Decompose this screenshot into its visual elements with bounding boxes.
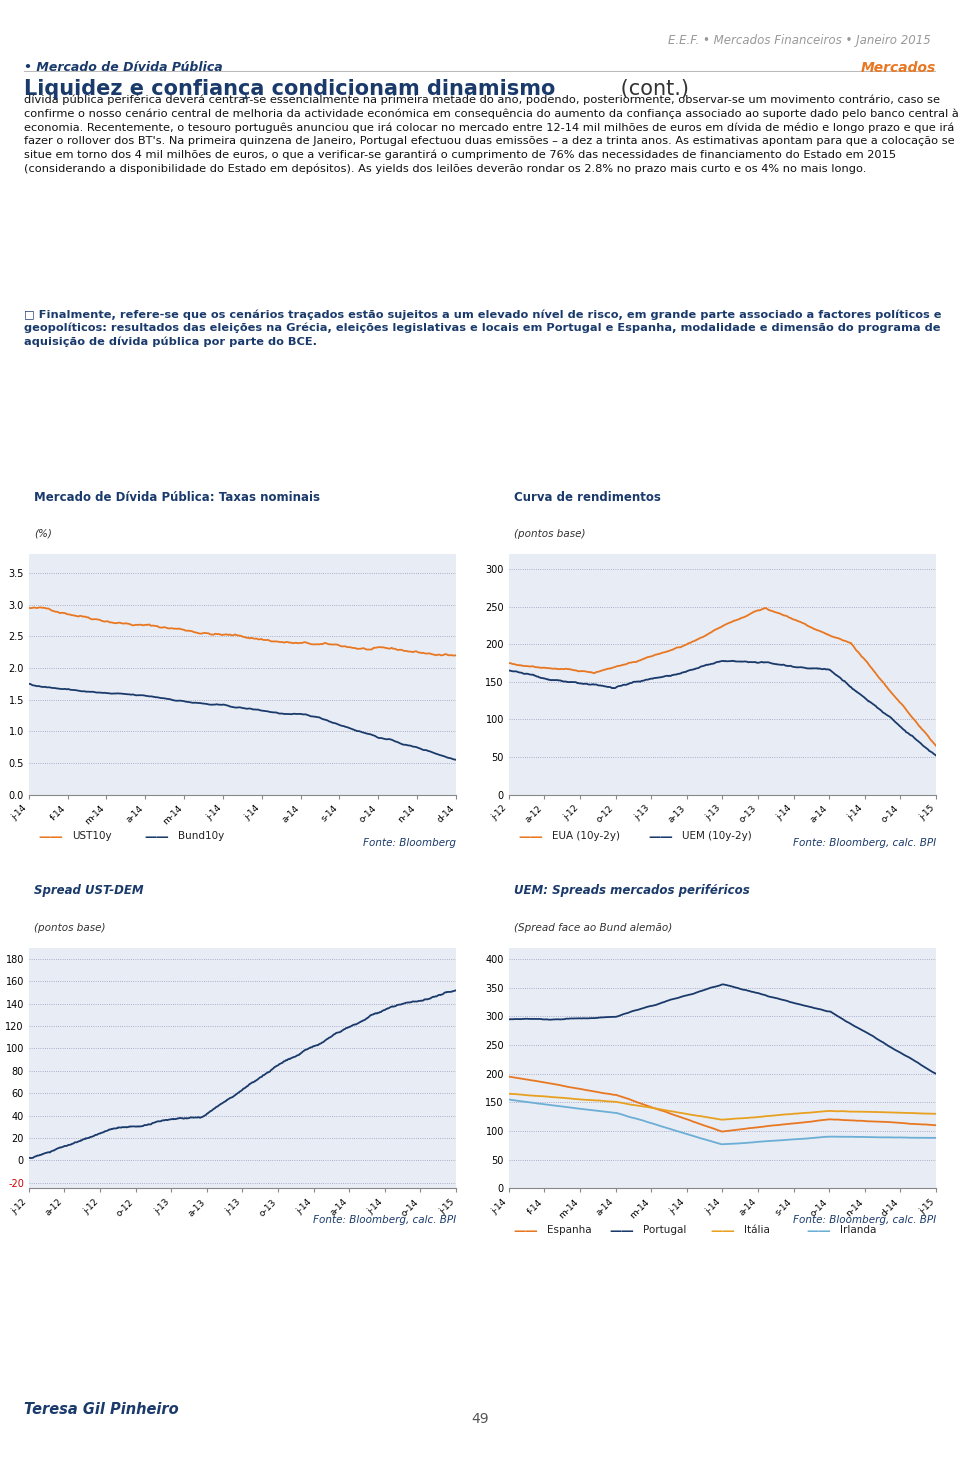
Text: ✷: ✷ [795, 1392, 818, 1422]
Text: • Mercado de Dívida Pública: • Mercado de Dívida Pública [24, 61, 223, 74]
Text: dívida pública periférica deverá centrar-se essencialmente na primeira metade do: dívida pública periférica deverá centrar… [24, 95, 959, 174]
Text: (Spread face ao Bund alemão): (Spread face ao Bund alemão) [514, 923, 672, 933]
Text: □ Finalmente, refere-se que os cenários traçados estão sujeitos a um elevado nív: □ Finalmente, refere-se que os cenários … [24, 309, 942, 347]
Text: ——: —— [514, 1225, 539, 1238]
Text: ——: —— [38, 831, 63, 844]
Text: UST10y: UST10y [72, 831, 111, 841]
Text: ——: —— [806, 1225, 831, 1238]
Text: (pontos base): (pontos base) [514, 529, 586, 539]
Text: Liquidez e confiança condicionam dinamismo: Liquidez e confiança condicionam dinamis… [24, 79, 556, 99]
Text: UEM (10y-2y): UEM (10y-2y) [682, 831, 752, 841]
Text: Portugal: Portugal [643, 1225, 686, 1235]
Text: Mercado de Dívida Pública: Taxas nominais: Mercado de Dívida Pública: Taxas nominai… [34, 491, 320, 503]
Text: Fonte: Bloomberg: Fonte: Bloomberg [363, 838, 456, 849]
Text: ——: —— [144, 831, 169, 844]
Text: ——: —— [648, 831, 673, 844]
Text: Spread UST-DEM: Spread UST-DEM [34, 885, 144, 897]
Text: ——: —— [518, 831, 543, 844]
Text: EUA (10y-2y): EUA (10y-2y) [552, 831, 620, 841]
Text: UEM: Spreads mercados periféricos: UEM: Spreads mercados periféricos [514, 885, 750, 897]
Text: Espanha: Espanha [547, 1225, 591, 1235]
Text: Curva de rendimentos: Curva de rendimentos [514, 491, 660, 503]
Text: Fonte: Bloomberg, calc. BPI: Fonte: Bloomberg, calc. BPI [793, 838, 936, 849]
Text: ——: —— [610, 1225, 635, 1238]
Text: BPI: BPI [852, 1395, 900, 1419]
Text: ——: —— [710, 1225, 735, 1238]
Text: Fonte: Bloomberg, calc. BPI: Fonte: Bloomberg, calc. BPI [313, 1215, 456, 1225]
Text: Teresa Gil Pinheiro: Teresa Gil Pinheiro [24, 1403, 179, 1417]
Text: (pontos base): (pontos base) [34, 923, 106, 933]
Text: (cont.): (cont.) [614, 79, 689, 99]
Text: E.E.F. • Mercados Financeiros • Janeiro 2015: E.E.F. • Mercados Financeiros • Janeiro … [668, 34, 931, 47]
Text: Itália: Itália [744, 1225, 770, 1235]
Text: Irlanda: Irlanda [840, 1225, 876, 1235]
Text: Bund10y: Bund10y [178, 831, 224, 841]
Text: Fonte: Bloomberg, calc. BPI: Fonte: Bloomberg, calc. BPI [793, 1215, 936, 1225]
Text: Mercados: Mercados [861, 61, 936, 76]
Text: 49: 49 [471, 1411, 489, 1426]
Text: (%): (%) [34, 529, 52, 539]
